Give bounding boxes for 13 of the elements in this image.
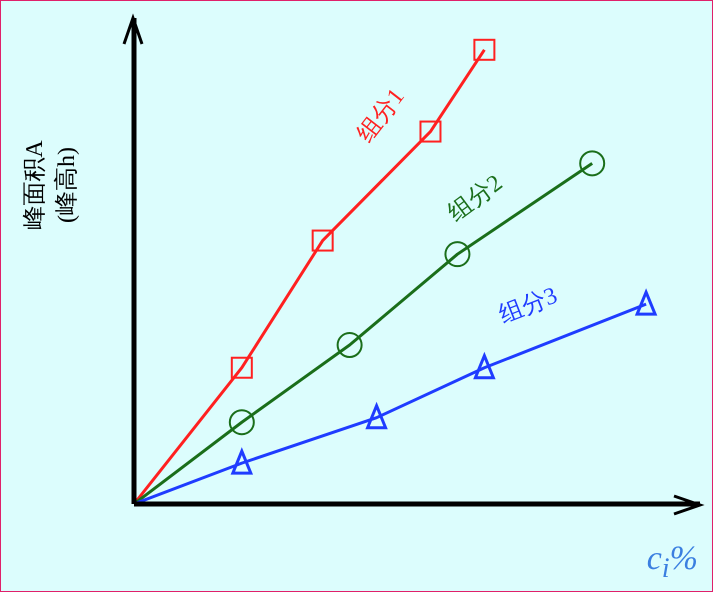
x-axis-title: c$_{i}$%	[646, 540, 698, 585]
point	[312, 230, 334, 252]
text: 组分2	[444, 170, 508, 227]
point	[228, 409, 255, 436]
point	[336, 332, 363, 358]
y-axis-title: 峰面积A (峰高h)	[22, 140, 80, 230]
text: 组分1	[352, 84, 410, 148]
point	[579, 150, 606, 176]
point	[419, 120, 442, 143]
point	[230, 356, 253, 379]
point	[473, 38, 496, 61]
point	[444, 241, 470, 268]
text: 组分3	[496, 282, 562, 329]
